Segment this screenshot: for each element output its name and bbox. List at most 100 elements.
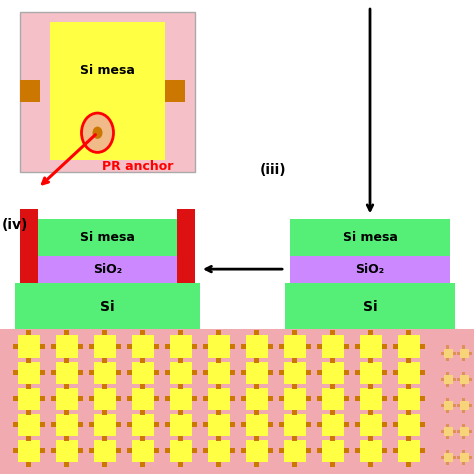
Bar [441,456,444,459]
Bar [246,388,268,410]
Bar [140,383,146,388]
Bar [78,370,83,375]
Bar [64,462,70,467]
Bar [322,336,344,357]
Bar [177,209,195,283]
Bar [444,374,453,383]
Bar [398,388,420,410]
Bar [51,422,56,428]
Bar [18,414,40,436]
Bar [255,410,259,415]
Bar [170,336,192,357]
Bar [27,410,31,415]
Bar [407,462,411,467]
Bar [368,409,374,414]
Bar [393,422,398,428]
Text: Si: Si [100,300,115,314]
Bar [368,383,374,388]
Bar [355,422,360,428]
Bar [255,330,259,336]
Bar [360,336,382,357]
Bar [463,462,465,465]
Bar [94,414,116,436]
Text: SiO₂: SiO₂ [93,263,122,275]
Bar [420,448,425,454]
Bar [368,357,374,363]
Bar [463,357,465,361]
Bar [246,336,268,357]
Text: PR anchor: PR anchor [102,160,174,173]
Bar [40,370,45,375]
Bar [393,370,398,375]
Bar [279,396,284,401]
Bar [420,370,425,375]
Bar [208,362,230,383]
Bar [94,388,116,410]
Bar [344,370,349,375]
Bar [27,356,31,362]
Bar [140,356,146,362]
Bar [127,344,132,349]
Bar [469,430,472,433]
Bar [407,356,411,362]
Bar [165,448,170,454]
Bar [268,370,273,375]
Text: (a): (a) [225,343,249,358]
Bar [330,383,336,389]
Bar [330,436,336,441]
Bar [241,344,246,349]
Bar [217,462,221,467]
Bar [284,414,306,436]
Bar [102,410,108,415]
Bar [441,430,444,433]
Bar [13,422,18,428]
Bar [463,436,465,439]
Bar [344,396,349,401]
Bar [292,410,298,415]
Bar [306,448,311,454]
Bar [13,396,18,401]
Bar [154,344,159,349]
Bar [203,422,208,428]
Bar [56,414,78,436]
Bar [56,336,78,357]
Bar [292,435,298,440]
Bar [330,462,336,467]
Bar [420,344,425,349]
Bar [217,383,221,389]
Bar [203,396,208,401]
Bar [463,372,465,374]
Bar [317,448,322,454]
Bar [292,330,298,336]
Bar [64,330,70,336]
Bar [192,396,197,401]
Bar [116,448,121,454]
Bar [27,436,31,441]
Bar [78,396,83,401]
Text: (iii): (iii) [260,163,287,177]
Bar [447,372,449,374]
Bar [179,383,183,389]
Bar [154,396,159,401]
Bar [469,404,472,407]
Bar [116,422,121,428]
Bar [330,409,336,414]
Bar [27,462,31,467]
Bar [13,448,18,454]
Bar [360,440,382,462]
Text: SiO₂: SiO₂ [356,263,384,275]
Bar [255,356,259,362]
Bar [330,357,336,363]
Bar [217,357,221,363]
Bar [382,370,387,375]
Bar [407,436,411,441]
Bar [170,388,192,410]
Bar [453,404,456,407]
Bar [203,448,208,454]
Bar [284,336,306,357]
Bar [279,422,284,428]
Text: (iv): (iv) [2,218,28,232]
Text: Si mesa: Si mesa [343,231,397,244]
Bar [179,330,183,336]
Bar [78,422,83,428]
